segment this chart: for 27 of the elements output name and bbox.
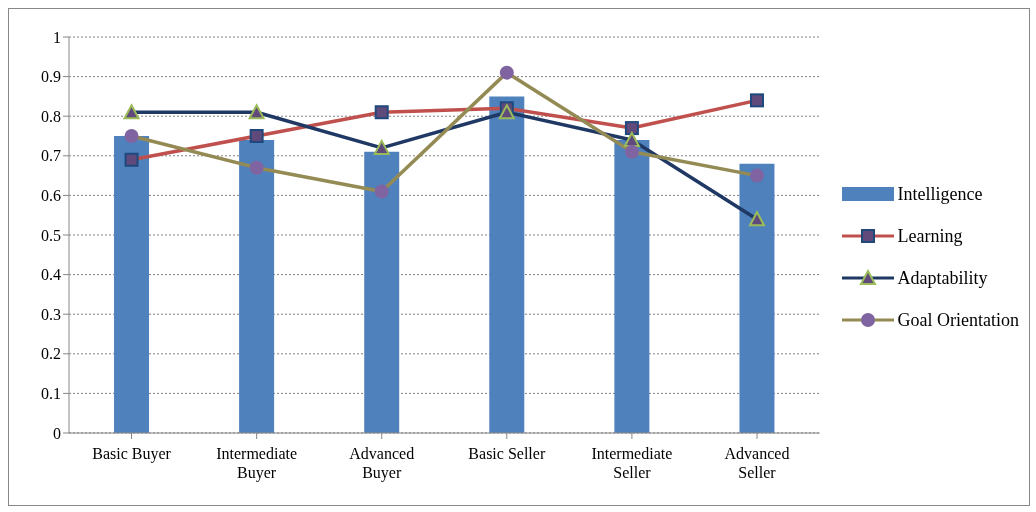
legend-label: Intelligence: [897, 183, 983, 205]
y-tick-label: 0.3: [41, 305, 61, 323]
x-tick-label: Intermediate Buyer: [216, 445, 298, 482]
y-tick-label: 0.2: [41, 345, 61, 363]
y-tick-label: 0.4: [41, 266, 61, 284]
x-tick-label: Advanced Buyer: [349, 445, 415, 482]
bar: [239, 139, 275, 433]
y-tick-label: 0.5: [41, 226, 61, 244]
x-tick-label: Intermediate Seller: [591, 445, 673, 481]
x-tick-label: Basic Buyer: [92, 445, 172, 463]
bar: [114, 136, 150, 433]
x-tick-label: Advanced Seller: [724, 445, 790, 481]
y-tick-label: 0.6: [41, 187, 61, 205]
bar: [364, 151, 400, 433]
y-tick-label: 0.9: [41, 68, 61, 86]
bar: [489, 96, 525, 433]
bar: [614, 139, 650, 433]
y-tick-label: 0: [53, 424, 61, 442]
x-tick-label: Basic Seller: [468, 445, 546, 462]
bar: [739, 163, 775, 433]
y-tick-label: 0.1: [41, 385, 61, 403]
y-tick-label: 1: [53, 28, 61, 46]
y-tick-label: 0.7: [41, 147, 61, 165]
legend-label: Learning: [897, 225, 963, 247]
legend-label: Adaptability: [897, 267, 988, 289]
legend-label: Goal Orientation: [897, 309, 1019, 331]
y-tick-label: 0.8: [41, 107, 61, 125]
